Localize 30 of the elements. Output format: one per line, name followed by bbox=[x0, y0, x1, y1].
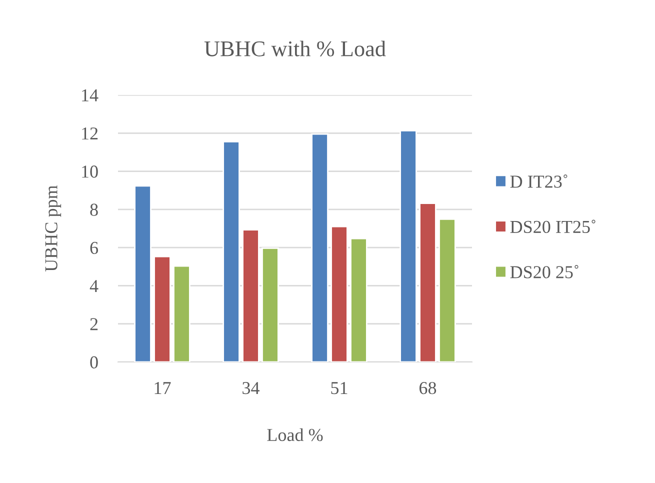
y-tick-label: 8 bbox=[90, 204, 98, 216]
bar bbox=[222, 141, 240, 362]
x-tick-label: 68 bbox=[420, 382, 436, 394]
legend-label: D IT23˚ bbox=[510, 174, 568, 188]
bar bbox=[438, 218, 456, 362]
y-tick-label: 14 bbox=[82, 89, 98, 102]
y-tick-label: 2 bbox=[90, 318, 98, 330]
bar bbox=[134, 185, 152, 362]
x-axis-title: Load % bbox=[267, 428, 323, 442]
y-tick-label: 0 bbox=[90, 356, 98, 368]
y-tick-label: 12 bbox=[82, 127, 98, 140]
bar bbox=[350, 238, 368, 362]
y-axis-title: UBHC ppm bbox=[45, 185, 62, 272]
bar bbox=[419, 202, 436, 362]
bar bbox=[154, 256, 171, 362]
bar bbox=[330, 226, 348, 362]
y-tick-label: 10 bbox=[82, 166, 98, 178]
bar bbox=[262, 247, 279, 362]
x-tick-label: 51 bbox=[331, 382, 348, 394]
chart-title: UBHC with % Load bbox=[204, 40, 386, 56]
bar bbox=[173, 265, 190, 362]
legend-label: DS20 IT25˚ bbox=[510, 220, 596, 234]
y-tick-label: 4 bbox=[90, 280, 98, 292]
x-tick-label: 34 bbox=[242, 382, 260, 394]
bar bbox=[311, 133, 328, 362]
y-tick-label: 6 bbox=[90, 242, 98, 254]
legend-label: DS20 25˚ bbox=[510, 265, 578, 278]
x-tick-label: 17 bbox=[154, 382, 171, 394]
bar bbox=[242, 229, 260, 362]
bar bbox=[400, 130, 417, 362]
